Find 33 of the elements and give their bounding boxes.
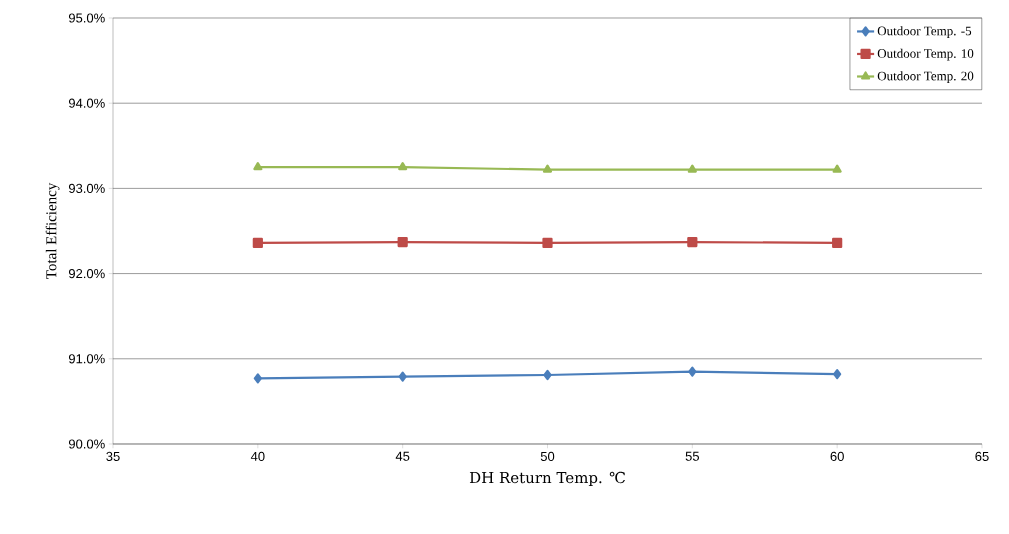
legend-label: Outdoor Temp. 10 (877, 48, 974, 61)
x-tick-label: 55 (685, 451, 700, 461)
x-tick-label: 65 (975, 451, 989, 461)
y-tick-label: 94.0% (68, 98, 105, 108)
point (832, 164, 842, 173)
point (252, 237, 263, 249)
y-tick-label: 92.0% (68, 268, 105, 279)
point (687, 164, 697, 173)
point (543, 369, 552, 381)
x-tick-label: 45 (395, 451, 410, 461)
y-tick-label: 93.0% (68, 183, 105, 193)
x-tick-label: 40 (250, 451, 265, 461)
x-axis-title: DH Return Temp. ℃ (469, 471, 625, 487)
point (687, 236, 698, 248)
x-tick-label: 35 (106, 451, 120, 461)
y-tick-label: 95.0% (68, 13, 105, 23)
point (253, 373, 262, 384)
point (833, 369, 842, 380)
point (253, 161, 263, 171)
point (688, 366, 697, 377)
point (542, 164, 553, 173)
point (832, 237, 843, 249)
legend-label: Outdoor Temp. 20 (877, 71, 974, 84)
y-tick-label: 90.0% (68, 439, 105, 449)
point (398, 371, 407, 382)
legend-label: Outdoor Temp. -5 (877, 26, 972, 38)
point (542, 237, 553, 249)
y-tick-label: 91.0% (68, 354, 105, 364)
point (398, 161, 408, 171)
x-tick-label: 60 (830, 451, 844, 461)
point (397, 236, 408, 248)
y-axis-title: Total Efficiency (45, 182, 60, 279)
x-tick-label: 50 (540, 451, 555, 461)
